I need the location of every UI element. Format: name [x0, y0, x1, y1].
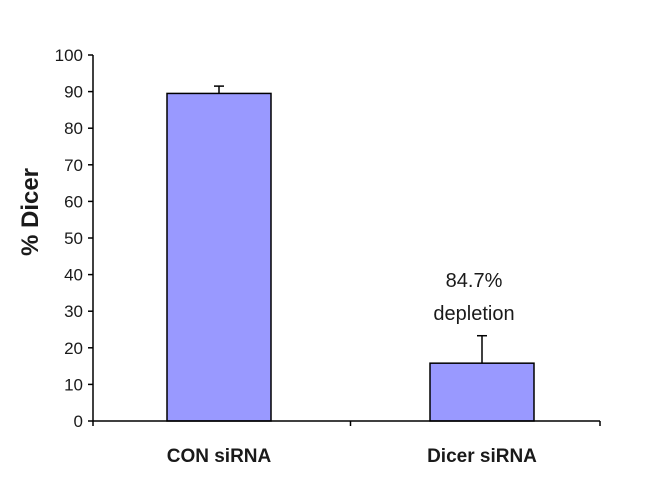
y-tick-label: 70: [64, 156, 83, 175]
y-tick-label: 90: [64, 83, 83, 102]
x-category-label: Dicer siRNA: [427, 446, 537, 467]
y-tick-label: 0: [74, 412, 83, 431]
bar-dicer-sirna: [429, 362, 535, 422]
y-tick-label: 60: [64, 192, 83, 211]
annotation-line: 84.7%: [446, 270, 503, 292]
y-axis-ticks: 0 10 20 30 40 50 60 70 80 90 100: [55, 46, 601, 431]
y-tick-label: 100: [55, 46, 83, 65]
y-axis-label: % Dicer: [17, 168, 44, 256]
bar-con-sirna: [166, 92, 272, 422]
bars: [166, 92, 535, 422]
y-tick-label: 50: [64, 229, 83, 248]
error-bars: [214, 85, 487, 364]
y-tick-label: 30: [64, 302, 83, 321]
y-tick-label: 20: [64, 339, 83, 358]
x-axis-categories: CON siRNA Dicer siRNA: [167, 446, 537, 467]
annotation-line: depletion: [433, 303, 514, 325]
x-category-label: CON siRNA: [167, 446, 272, 467]
y-tick-label: 80: [64, 119, 83, 138]
annotation: 84.7% depletion: [433, 270, 514, 325]
y-tick-label: 40: [64, 266, 83, 285]
y-tick-label: 10: [64, 375, 83, 394]
